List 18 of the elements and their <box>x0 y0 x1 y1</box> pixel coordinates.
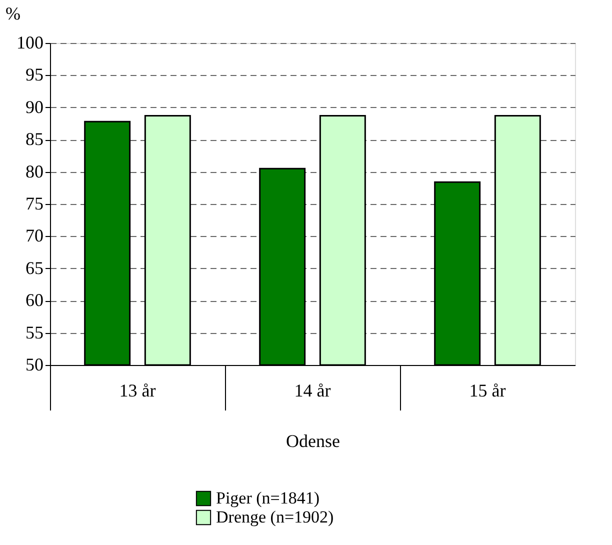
y-tick-label: 55 <box>26 322 44 342</box>
x-tick-label: 13 år <box>119 380 156 400</box>
legend-label: Drenge (n=1902) <box>216 508 334 526</box>
y-tick-label: 100 <box>16 32 44 52</box>
x-tick-label: 14 år <box>294 380 331 400</box>
y-tick-label: 65 <box>26 258 44 278</box>
y-tick-label: 90 <box>26 96 44 117</box>
x-axis-title: Odense <box>286 431 340 451</box>
y-tick-label: 75 <box>26 194 44 214</box>
x-tick-label: 15 år <box>469 380 506 400</box>
y-tick-label: 60 <box>26 290 44 310</box>
y-tick-label: 85 <box>26 129 44 150</box>
y-tick-label: 95 <box>26 64 44 85</box>
y-tick-label: 80 <box>26 161 44 182</box>
y-tick-label: 70 <box>26 226 44 246</box>
y-axis-title: % <box>6 4 20 24</box>
legend-label: Piger (n=1841) <box>216 488 320 508</box>
y-tick-label: 50 <box>26 354 44 374</box>
